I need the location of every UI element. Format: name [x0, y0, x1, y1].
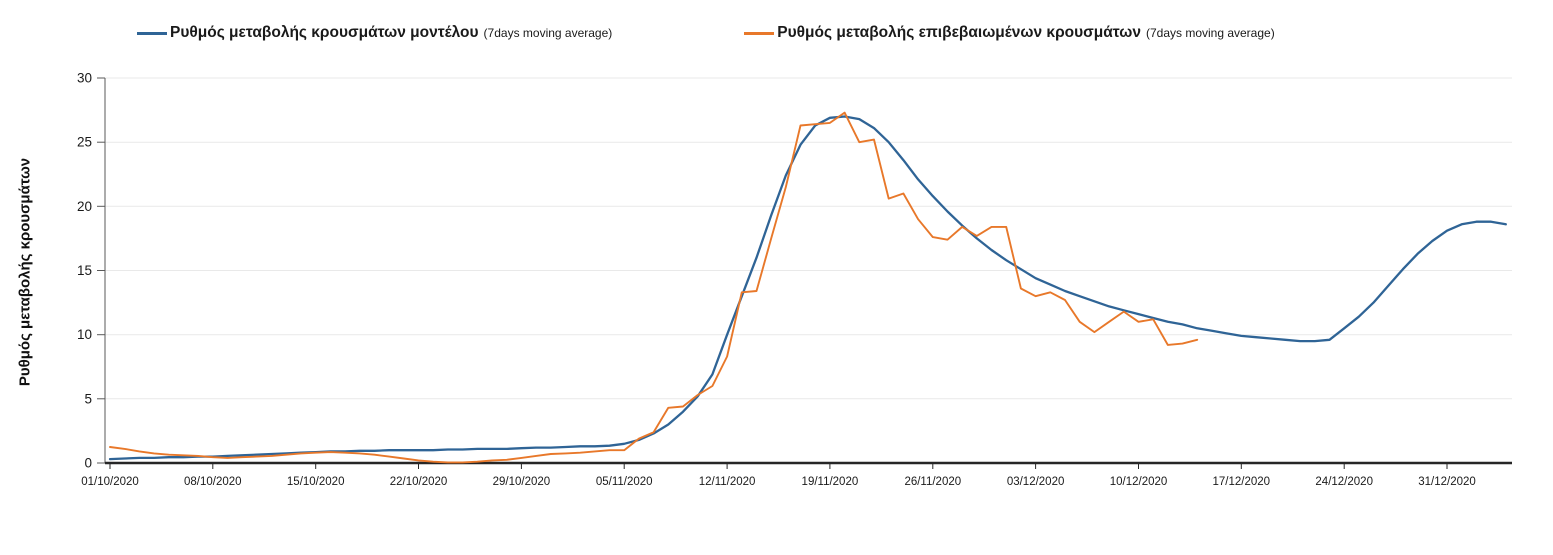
- y-tick-label: 25: [77, 135, 92, 150]
- legend-suffix-model: (7days moving average): [483, 26, 613, 40]
- y-tick-label: 5: [84, 391, 92, 406]
- model-line-swatch: [137, 31, 167, 35]
- x-tick-label: 01/10/2020: [81, 476, 139, 488]
- y-tick-label: 20: [77, 199, 92, 214]
- y-tick-label: 30: [77, 71, 92, 86]
- y-tick-label: 15: [77, 263, 92, 278]
- x-tick-label: 12/11/2020: [699, 476, 756, 488]
- x-tick-label: 26/11/2020: [904, 476, 961, 488]
- y-tick-label: 0: [84, 456, 92, 471]
- x-tick-label: 29/10/2020: [493, 476, 551, 488]
- series-line-model: [108, 115, 1507, 461]
- x-tick-label: 17/12/2020: [1213, 476, 1271, 488]
- y-tick-label: 10: [77, 327, 92, 342]
- x-tick-label: 24/12/2020: [1315, 476, 1373, 488]
- x-tick-label: 19/11/2020: [802, 476, 859, 488]
- confirmed-line-swatch: [744, 31, 775, 35]
- legend-item-confirmed: Ρυθμός μεταβολής επιβεβαιωμένων κρουσμάτ…: [744, 24, 1275, 42]
- x-tick-label: 15/10/2020: [287, 476, 345, 488]
- x-tick-label: 10/12/2020: [1110, 476, 1168, 488]
- y-axis-title: Ρυθμός μεταβολής κρουσμάτων: [16, 157, 34, 387]
- legend-item-model: Ρυθμός μεταβολής κρουσμάτων μοντέλου (7d…: [137, 24, 612, 42]
- x-tick-label: 08/10/2020: [184, 476, 242, 488]
- chart-legend: Ρυθμός μεταβολής κρουσμάτων μοντέλου (7d…: [137, 24, 1275, 42]
- legend-label-confirmed: Ρυθμός μεταβολής επιβεβαιωμένων κρουσμάτ…: [777, 24, 1141, 41]
- x-tick-label: 31/12/2020: [1418, 476, 1476, 488]
- x-tick-label: 22/10/2020: [390, 476, 448, 488]
- series-line-confirmed: [109, 111, 1199, 464]
- x-tick-label: 03/12/2020: [1007, 476, 1065, 488]
- legend-suffix-confirmed: (7days moving average): [1145, 26, 1275, 40]
- legend-label-model: Ρυθμός μεταβολής κρουσμάτων μοντέλου: [170, 24, 479, 41]
- x-tick-label: 05/11/2020: [596, 476, 653, 488]
